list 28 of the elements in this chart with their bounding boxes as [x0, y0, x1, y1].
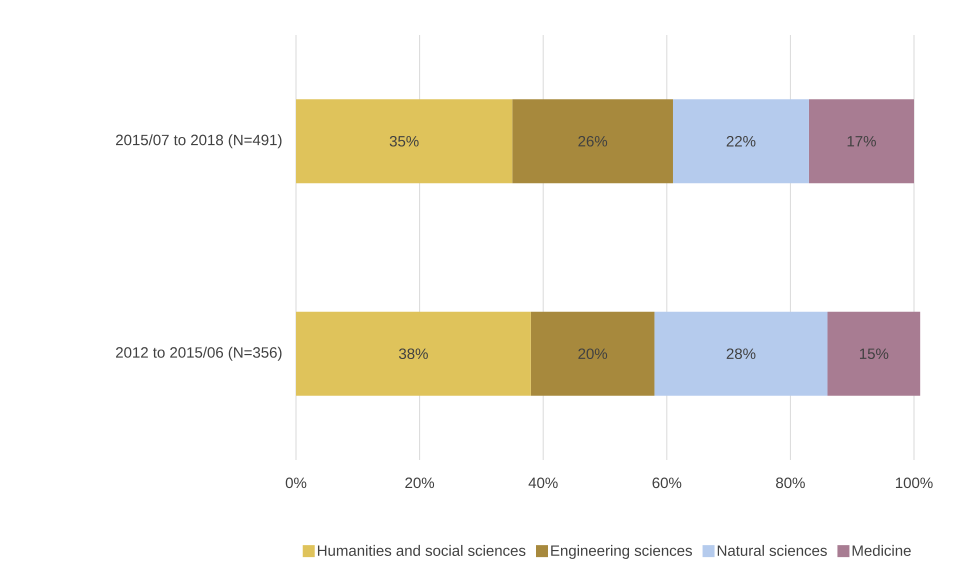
- data-label: 26%: [578, 136, 608, 147]
- bar: [654, 312, 828, 396]
- legend-label: Engineering sciences: [551, 544, 692, 559]
- bar: [808, 99, 914, 184]
- bar: [530, 312, 654, 396]
- data-label: 35%: [390, 136, 419, 147]
- x-tick-label: 0%: [286, 478, 306, 488]
- legend-label: Medicine: [852, 544, 911, 556]
- data-label: 22%: [726, 136, 756, 147]
- x-tick-label: 100%: [896, 478, 933, 488]
- data-label: 20%: [578, 348, 608, 360]
- x-tick-label: 60%: [652, 478, 682, 488]
- y-tick-label: 2012 to 2015/06 (N=356): [116, 346, 282, 361]
- data-label: 38%: [398, 348, 428, 360]
- y-tick-label: 2015/07 to 2018 (N=491): [116, 134, 282, 148]
- data-label: 15%: [860, 348, 888, 360]
- data-label: 17%: [848, 136, 876, 147]
- x-tick-label: 20%: [405, 478, 434, 488]
- x-tick-label: 40%: [528, 478, 558, 488]
- data-label: 28%: [726, 348, 756, 360]
- bar: [672, 99, 809, 184]
- bar: [827, 312, 920, 396]
- bar: [296, 312, 531, 396]
- legend-label: Humanities and social sciences: [318, 544, 526, 556]
- bar: [296, 99, 512, 184]
- bar: [512, 99, 673, 184]
- legend-label: Natural sciences: [718, 544, 827, 556]
- x-tick-label: 80%: [776, 478, 805, 488]
